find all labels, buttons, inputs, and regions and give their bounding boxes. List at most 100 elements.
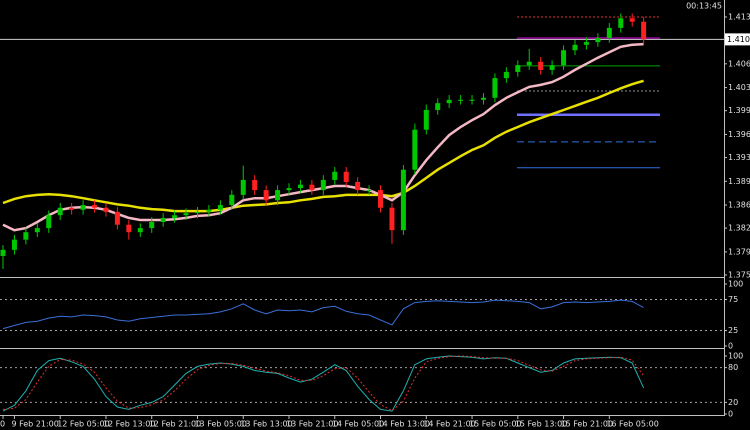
candle-body	[343, 171, 349, 182]
y-tick-label: 20	[728, 398, 738, 407]
x-tick-label: 14 Feb 05:00	[332, 420, 384, 429]
candle-body	[572, 44, 578, 51]
candle-body	[606, 27, 612, 39]
candle-body	[263, 190, 269, 201]
candle-body	[240, 179, 246, 195]
candle-body	[332, 171, 338, 180]
x-tick-label: 12 Feb 21:00	[149, 420, 201, 429]
candle-body	[126, 224, 132, 233]
x-tick-label: 13 Feb 21:00	[286, 420, 338, 429]
candle-body	[355, 181, 361, 191]
candle-body	[629, 18, 635, 22]
candle-body	[595, 38, 601, 43]
y-tick-label: 25	[728, 326, 738, 335]
y-tick-label: 0	[728, 342, 733, 351]
y-tick-label: 1.393	[728, 153, 750, 162]
candle-body	[92, 205, 98, 208]
y-tick-label: 1.386	[728, 201, 750, 210]
candle-body	[286, 188, 292, 191]
candle-body	[275, 190, 281, 201]
candle-body	[618, 18, 624, 28]
candle-body	[526, 61, 532, 66]
candle-body	[252, 179, 258, 191]
candle-body	[80, 205, 86, 210]
candle-body	[435, 103, 441, 110]
x-tick-label: 15 Feb 05:00	[469, 420, 521, 429]
candle-body	[492, 78, 498, 98]
y-tick-label: 1.4137	[728, 12, 750, 21]
candle-body	[366, 190, 372, 192]
x-tick-label: 9 Feb 21:00	[11, 420, 58, 429]
candle-body	[0, 249, 6, 256]
y-tick-label: 1.3826	[728, 224, 750, 233]
x-tick-label: 13 Feb 13:00	[240, 420, 292, 429]
y-tick-label: 1.4033	[728, 83, 750, 92]
y-tick-label: 1.3964	[728, 130, 750, 139]
candle-body	[446, 99, 452, 104]
candle-body	[172, 215, 178, 218]
current-price-box	[725, 33, 750, 46]
y-tick-label: 75	[728, 295, 738, 304]
clock: 00:13:45	[686, 2, 722, 11]
indicator-line	[2, 299, 644, 330]
candle-body	[69, 207, 75, 210]
current-price-label: 1.4104	[727, 35, 750, 44]
x-tick-label: 13 Feb 05:00	[194, 420, 246, 429]
candle-body	[378, 190, 384, 208]
y-tick-label: 0	[728, 410, 733, 419]
candle-body	[46, 215, 52, 229]
x-tick-label: 16 Feb 05:00	[606, 420, 658, 429]
candle-body	[480, 97, 486, 100]
indicator-line	[2, 355, 645, 412]
candle-body	[549, 65, 555, 70]
candle-body	[400, 169, 406, 231]
candle-body	[641, 21, 647, 40]
candle-body	[320, 179, 326, 191]
candle-body	[103, 207, 109, 212]
moving-average	[2, 79, 644, 213]
candle-body	[583, 42, 589, 45]
candle-body	[423, 109, 429, 130]
y-tick-label: 100	[728, 352, 743, 361]
candle-body	[114, 211, 120, 225]
x-tick-label: 12 Feb 13:00	[103, 420, 155, 429]
candle-body	[538, 61, 544, 70]
candle-body	[309, 184, 315, 191]
x-tick-label: 15 Feb 13:00	[515, 420, 567, 429]
candle-body	[412, 129, 418, 170]
candle-body	[389, 207, 395, 231]
indicator-line	[2, 355, 645, 412]
candle-body	[515, 65, 521, 72]
candle-body	[34, 228, 40, 233]
candle-body	[23, 232, 29, 240]
candle-body	[206, 209, 212, 212]
candle-body	[229, 194, 235, 206]
candle-body	[469, 99, 475, 101]
candle-body	[149, 222, 155, 229]
candle-body	[183, 213, 189, 216]
candle-body	[503, 71, 509, 79]
y-tick-label: 1.3999	[728, 106, 750, 115]
y-tick-label: 1.3757	[728, 270, 750, 279]
candle-body	[561, 50, 567, 66]
x-tick-label: 0	[0, 420, 5, 429]
x-tick-label: 12 Feb 05:00	[57, 420, 109, 429]
y-tick-label: 100	[728, 280, 743, 289]
x-tick-label: 14 Feb 21:00	[423, 420, 475, 429]
candle-body	[160, 217, 166, 223]
x-tick-label: 14 Feb 13:00	[378, 420, 430, 429]
y-tick-label: 1.4068	[728, 59, 750, 68]
y-tick-label: 1.3895	[728, 177, 750, 186]
candle-body	[194, 211, 200, 214]
candle-body	[297, 184, 303, 189]
y-tick-label: 80	[728, 363, 738, 372]
x-tick-label: 15 Feb 21:00	[561, 420, 613, 429]
candle-body	[137, 228, 143, 233]
candle-body	[217, 205, 223, 210]
candle-body	[57, 207, 63, 216]
candle-body	[11, 239, 17, 250]
candle-body	[458, 99, 464, 101]
